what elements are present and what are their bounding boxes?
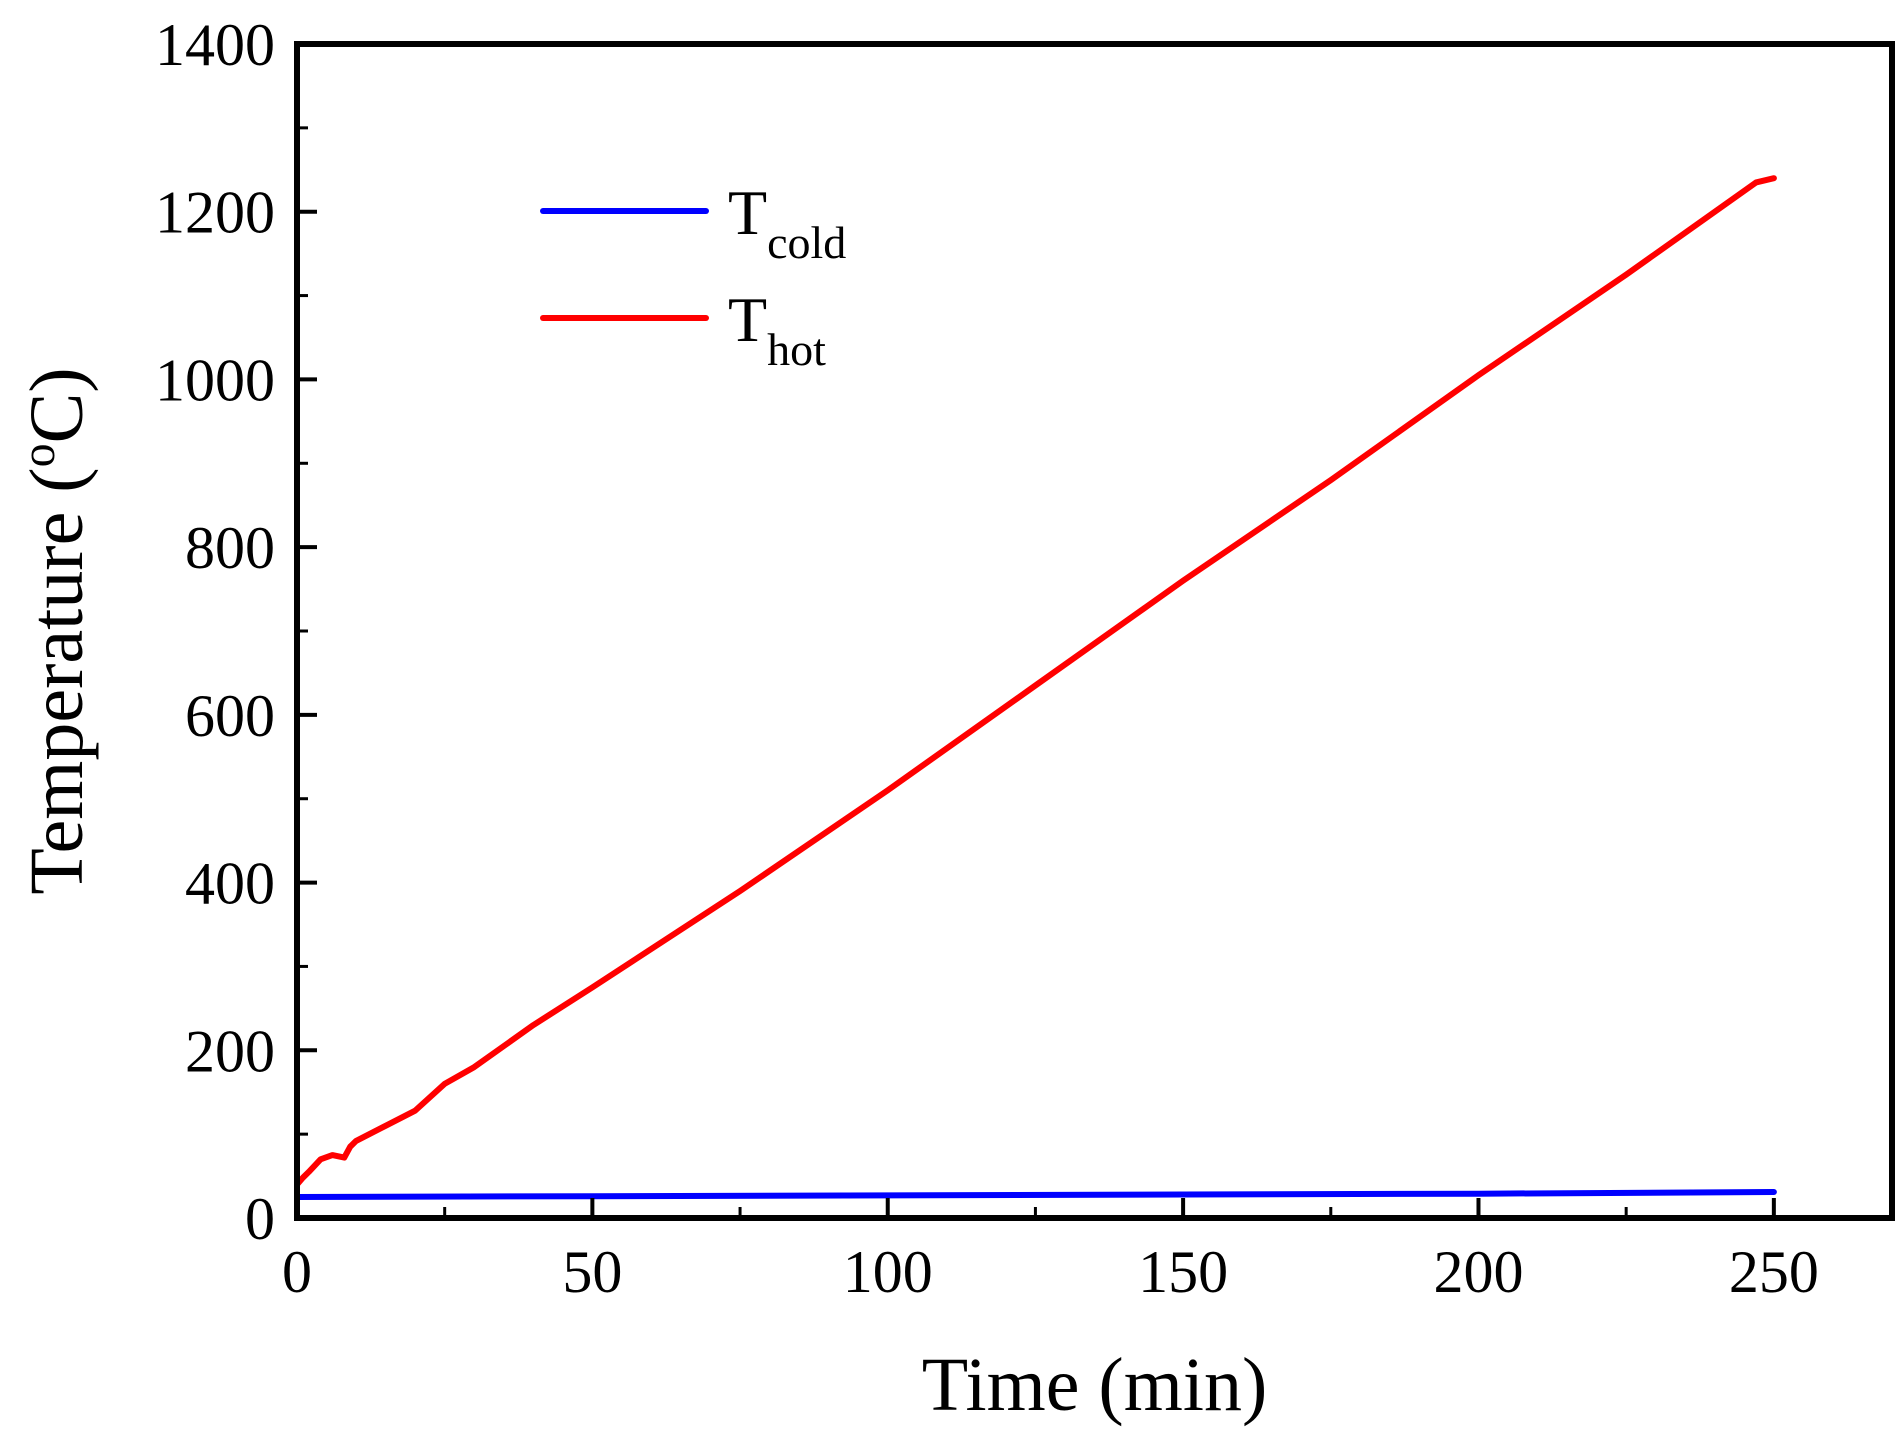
x-tick-label: 100 (843, 1239, 933, 1305)
y-tick-label: 800 (185, 515, 275, 581)
axis-titles: Time (min) Temperature (oC) (12, 367, 1267, 1427)
y-tick-label: 1400 (155, 12, 275, 78)
series-line-cold (294, 1189, 1777, 1200)
plot-area (294, 175, 1777, 1200)
x-tick-label: 250 (1729, 1239, 1819, 1305)
x-tick-label: 150 (1138, 1239, 1228, 1305)
legend-label-cold: Tcold (728, 177, 846, 268)
y-tick-label: 200 (185, 1018, 275, 1084)
x-axis-title: Time (min) (922, 1343, 1268, 1427)
y-tick-label: 0 (245, 1186, 275, 1252)
x-tick-label: 200 (1433, 1239, 1523, 1305)
legend-label-hot: Thot (728, 284, 826, 375)
legend: Tcold Thot (540, 177, 846, 375)
y-tick-label: 1200 (155, 180, 275, 246)
series-line-hot (294, 175, 1777, 1188)
x-tick-label: 0 (282, 1239, 312, 1305)
y-tick-label: 1000 (155, 347, 275, 413)
y-axis-title: Temperature (oC) (12, 367, 99, 894)
plot-frame (294, 41, 1895, 1221)
x-tick-label: 50 (562, 1239, 622, 1305)
y-tick-label: 600 (185, 683, 275, 749)
y-tick-label: 400 (185, 851, 275, 917)
axes: 0 50 100 150 200 250 0 200 400 600 800 1000 1200 1400 (155, 12, 1895, 1305)
